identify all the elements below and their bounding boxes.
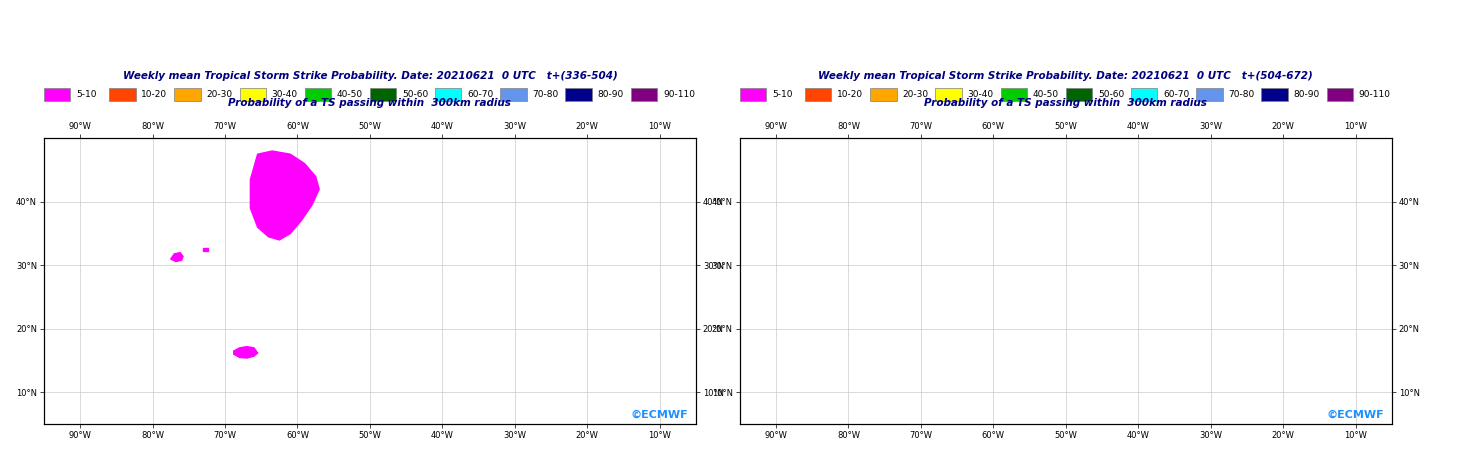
- Text: 30-40: 30-40: [272, 90, 297, 99]
- Polygon shape: [171, 253, 183, 261]
- Text: 60-70: 60-70: [467, 90, 494, 99]
- Text: 5-10: 5-10: [772, 90, 793, 99]
- Text: Weekly mean Tropical Storm Strike Probability. Date: 20210621  0 UTC   t+(504-67: Weekly mean Tropical Storm Strike Probab…: [819, 71, 1313, 81]
- Text: 90-110: 90-110: [1360, 90, 1390, 99]
- Text: Probability of a TS passing within  300km radius: Probability of a TS passing within 300km…: [229, 98, 511, 108]
- Text: 90-110: 90-110: [662, 90, 694, 99]
- Text: Weekly mean Tropical Storm Strike Probability. Date: 20210621  0 UTC   t+(336-50: Weekly mean Tropical Storm Strike Probab…: [123, 71, 617, 81]
- Text: 5-10: 5-10: [76, 90, 97, 99]
- Polygon shape: [251, 151, 319, 240]
- Text: 30-40: 30-40: [968, 90, 993, 99]
- Text: 60-70: 60-70: [1163, 90, 1190, 99]
- Text: 40-50: 40-50: [1033, 90, 1059, 99]
- Text: 10-20: 10-20: [838, 90, 863, 99]
- Polygon shape: [234, 347, 258, 358]
- Text: 50-60: 50-60: [1099, 90, 1124, 99]
- Text: 20-30: 20-30: [902, 90, 929, 99]
- Text: 20-30: 20-30: [207, 90, 233, 99]
- Text: ©ECMWF: ©ECMWF: [1327, 409, 1384, 420]
- Text: 70-80: 70-80: [1229, 90, 1254, 99]
- Text: 50-60: 50-60: [401, 90, 428, 99]
- Text: 70-80: 70-80: [533, 90, 558, 99]
- Text: Probability of a TS passing within  300km radius: Probability of a TS passing within 300km…: [924, 98, 1207, 108]
- Text: 80-90: 80-90: [1294, 90, 1320, 99]
- Text: ©ECMWF: ©ECMWF: [631, 409, 689, 420]
- Text: 80-90: 80-90: [598, 90, 624, 99]
- Text: 40-50: 40-50: [337, 90, 363, 99]
- Polygon shape: [204, 248, 208, 251]
- Text: 10-20: 10-20: [141, 90, 167, 99]
